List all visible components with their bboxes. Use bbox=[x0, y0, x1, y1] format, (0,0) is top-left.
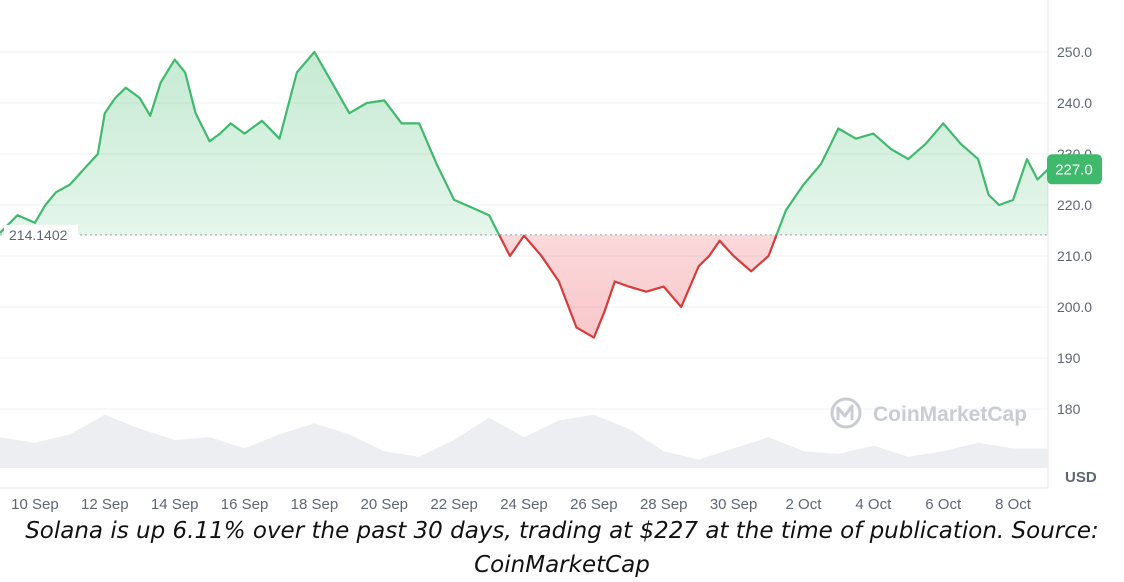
coinmarketcap-logo-icon bbox=[830, 397, 862, 429]
caption-line-1: Solana is up 6.11% over the past 30 days… bbox=[25, 518, 1099, 544]
chart-svg: 180190200.0210.0220.0230.0240.0250.0USD1… bbox=[0, 0, 1102, 513]
x-tick-label: 30 Sep bbox=[710, 496, 758, 513]
y-tick-label: 220.0 bbox=[1057, 197, 1092, 213]
x-tick-label: 14 Sep bbox=[151, 496, 199, 513]
price-line bbox=[0, 50, 1048, 339]
x-tick-label: 10 Sep bbox=[11, 496, 59, 513]
y-tick-label: 180 bbox=[1057, 401, 1081, 417]
x-tick-label: 26 Sep bbox=[570, 496, 618, 513]
volume-area-path bbox=[0, 414, 1048, 468]
baseline-badge-text: 214.1402 bbox=[9, 227, 68, 243]
y-tick-label: 200.0 bbox=[1057, 299, 1092, 315]
y-tick-label: 190 bbox=[1057, 350, 1081, 366]
x-tick-label: 16 Sep bbox=[221, 496, 269, 513]
x-tick-label: 28 Sep bbox=[640, 496, 688, 513]
y-tick-label: 210.0 bbox=[1057, 248, 1092, 264]
x-tick-label: 22 Sep bbox=[430, 496, 478, 513]
x-tick-label: 24 Sep bbox=[500, 496, 548, 513]
current-price-badge bbox=[1047, 154, 1102, 185]
axes: 180190200.0210.0220.0230.0240.0250.0USD1… bbox=[11, 44, 1097, 513]
x-tick-label: 12 Sep bbox=[81, 496, 129, 513]
watermark-text: CoinMarketCap bbox=[873, 403, 1027, 426]
x-tick-label: 8 Oct bbox=[995, 496, 1032, 513]
caption-line-2: CoinMarketCap bbox=[474, 552, 650, 578]
x-tick-label: 6 Oct bbox=[925, 496, 962, 513]
caption: Solana is up 6.11% over the past 30 days… bbox=[0, 514, 1124, 582]
x-tick-label: 2 Oct bbox=[786, 496, 823, 513]
current-price-badge-text: 227.0 bbox=[1055, 161, 1093, 178]
volume-area bbox=[0, 414, 1048, 468]
price-line-up bbox=[0, 50, 1048, 235]
area-above-baseline bbox=[0, 52, 1048, 235]
baseline-badge bbox=[4, 224, 78, 244]
price-area bbox=[0, 52, 1048, 338]
y-tick-label: 250.0 bbox=[1057, 44, 1092, 60]
price-badges: 214.1402 227.0 bbox=[4, 154, 1102, 244]
currency-label: USD bbox=[1065, 469, 1097, 486]
price-chart: 180 190 200.0 210.0 220.0 230.0 240.0 250.0 USD 1… bbox=[0, 0, 1102, 513]
y-tick-label: 240.0 bbox=[1057, 95, 1092, 111]
price-line-down bbox=[497, 234, 778, 339]
x-tick-label: 18 Sep bbox=[291, 496, 339, 513]
x-tick-label: 4 Oct bbox=[855, 496, 892, 513]
watermark: CoinMarketCap bbox=[830, 397, 1027, 429]
x-tick-label: 20 Sep bbox=[360, 496, 408, 513]
